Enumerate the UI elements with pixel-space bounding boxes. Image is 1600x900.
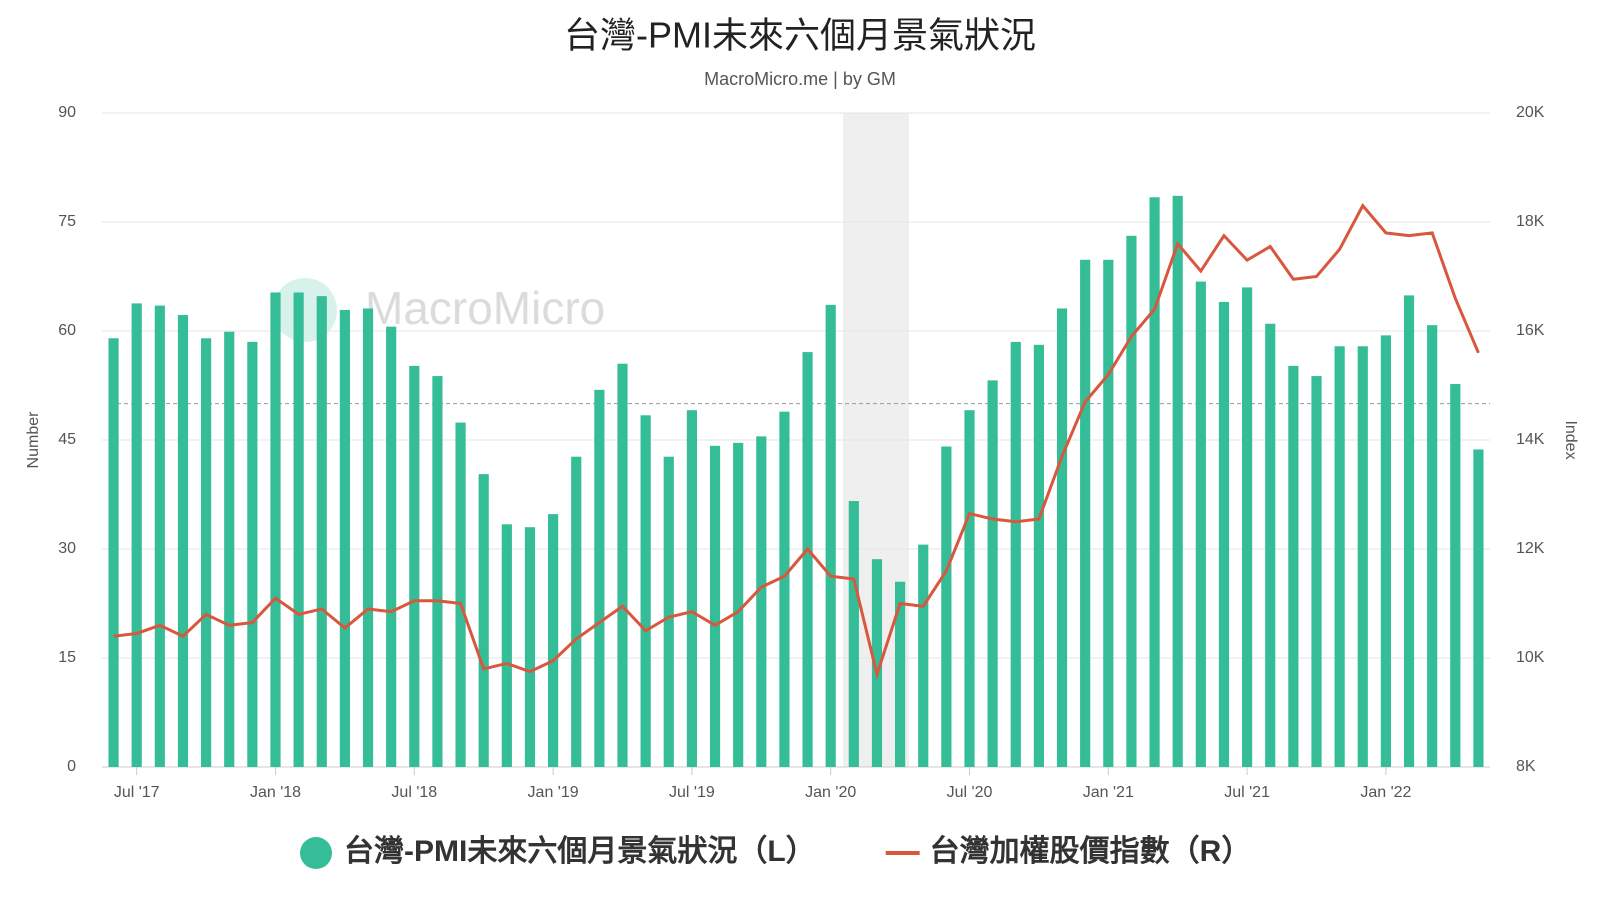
bar — [478, 474, 489, 767]
y-axis-title: Number — [25, 411, 42, 469]
bar — [362, 308, 374, 767]
bar — [1033, 344, 1044, 767]
y2-tick-label: 16K — [1516, 322, 1545, 339]
bar — [571, 456, 582, 767]
bar — [108, 338, 119, 767]
bar — [1288, 365, 1299, 767]
y2-axis-title: Index — [1562, 420, 1579, 459]
bar — [455, 422, 466, 767]
bar — [501, 524, 512, 767]
bar — [709, 445, 721, 767]
y2-tick-label: 10K — [1516, 649, 1545, 666]
bar — [1427, 325, 1438, 767]
bar — [409, 365, 420, 767]
bar — [594, 389, 605, 767]
bar — [756, 436, 767, 767]
bar — [339, 309, 350, 767]
chart-title: 台灣-PMI未來六個月景氣狀況 — [564, 15, 1036, 56]
bar — [548, 514, 559, 767]
x-tick-label: Jul '20 — [947, 784, 993, 801]
legend-label: 台灣-PMI未來六個月景氣狀況（L） — [344, 834, 816, 868]
y-tick-label: 15 — [58, 649, 76, 666]
legend-marker — [300, 837, 332, 869]
bar — [779, 411, 790, 767]
bar — [1357, 346, 1368, 767]
bar — [1242, 287, 1253, 767]
bar — [848, 501, 859, 767]
bar — [1380, 335, 1391, 767]
bar — [733, 442, 744, 767]
bar — [617, 363, 628, 767]
bar — [154, 305, 165, 767]
bar — [432, 376, 443, 767]
bar — [1450, 384, 1461, 767]
bar — [640, 415, 651, 767]
x-tick-label: Jan '18 — [250, 784, 301, 801]
bar — [224, 331, 235, 767]
bar — [386, 326, 397, 767]
bar — [1010, 341, 1021, 767]
bar — [1080, 259, 1091, 767]
bar — [293, 292, 304, 767]
y-tick-label: 45 — [58, 431, 76, 448]
bar — [895, 581, 906, 767]
bar — [1126, 235, 1137, 768]
bar — [1056, 308, 1068, 767]
bar — [247, 341, 258, 767]
bar — [686, 410, 697, 767]
bar — [987, 380, 998, 767]
legend-label: 台灣加權股價指數（R） — [930, 834, 1252, 868]
bar — [524, 527, 536, 767]
y-tick-label: 60 — [58, 322, 76, 339]
x-tick-label: Jul '18 — [391, 784, 437, 801]
y2-tick-label: 12K — [1516, 540, 1545, 557]
bar — [177, 315, 189, 767]
bar — [1473, 449, 1484, 767]
y2-tick-label: 14K — [1516, 431, 1545, 448]
watermark-logo — [273, 278, 337, 342]
bar — [964, 410, 975, 767]
bar — [1334, 346, 1345, 767]
y-tick-label: 0 — [67, 758, 76, 775]
x-tick-label: Jan '20 — [805, 784, 856, 801]
bar — [1103, 259, 1114, 767]
bar — [802, 352, 813, 767]
bar — [1149, 197, 1160, 767]
y2-tick-label: 20K — [1516, 104, 1545, 121]
y2-tick-label: 8K — [1516, 758, 1536, 775]
chart-subtitle: MacroMicro.me | by GM — [704, 69, 896, 89]
x-tick-label: Jul '17 — [114, 784, 160, 801]
watermark: MacroMicro — [365, 282, 605, 334]
bar — [941, 446, 952, 767]
x-tick-label: Jan '22 — [1360, 784, 1411, 801]
bar — [201, 338, 212, 767]
x-tick-label: Jul '19 — [669, 784, 715, 801]
bar — [871, 559, 883, 767]
y2-tick-label: 18K — [1516, 213, 1545, 230]
bar — [270, 292, 281, 767]
x-tick-label: Jul '21 — [1224, 784, 1270, 801]
y-tick-label: 90 — [58, 104, 76, 121]
bar — [1172, 195, 1183, 768]
bar — [663, 456, 674, 767]
bar — [316, 296, 327, 767]
bar — [1311, 376, 1322, 767]
bar — [131, 303, 142, 767]
y-tick-label: 75 — [58, 213, 76, 230]
y-tick-label: 30 — [58, 540, 76, 557]
bar — [1218, 301, 1230, 767]
bar — [1195, 281, 1206, 767]
x-tick-label: Jan '21 — [1083, 784, 1134, 801]
line — [113, 202, 1480, 680]
bar — [1403, 295, 1415, 767]
bar — [918, 544, 929, 767]
x-tick-label: Jan '19 — [528, 784, 579, 801]
bar — [825, 304, 836, 767]
bar — [1265, 323, 1276, 767]
